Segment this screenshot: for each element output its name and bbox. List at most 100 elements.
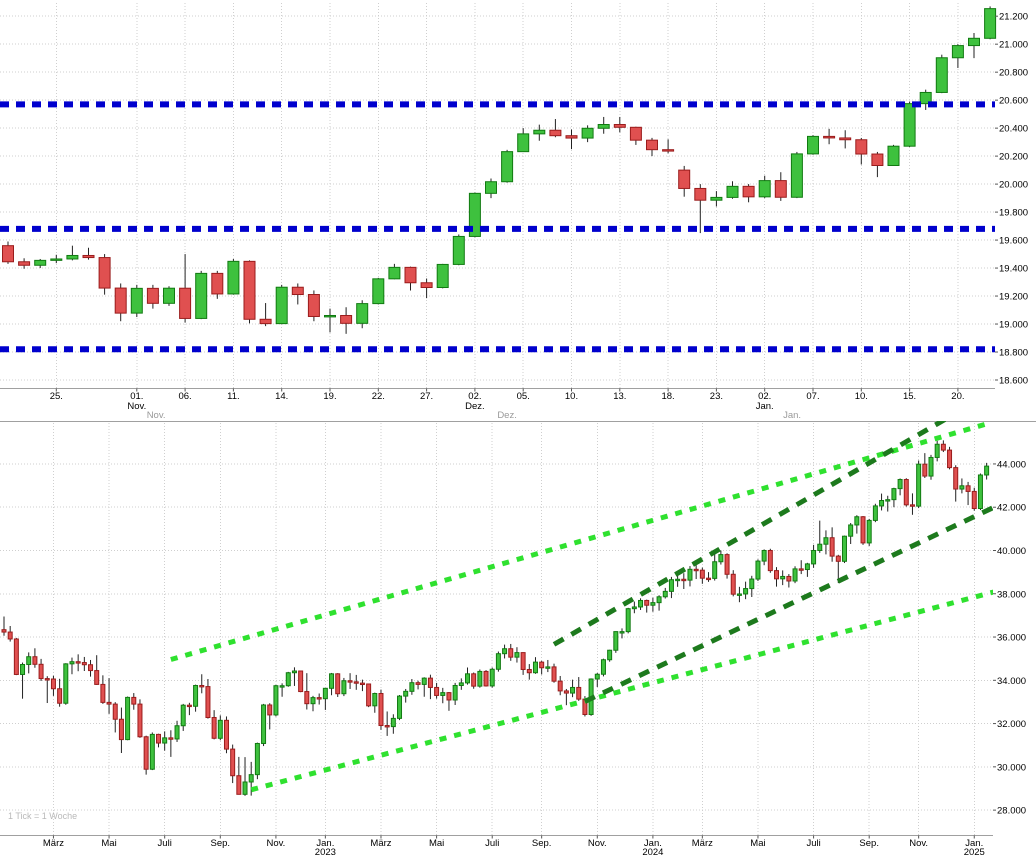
x-axis-label: 19. (323, 391, 336, 402)
candle (897, 478, 903, 496)
candle-body (397, 695, 403, 719)
daily-candlestick-chart[interactable]: 21.20021.00020.80020.60020.40020.20020.0… (0, 0, 1036, 421)
candle (242, 757, 248, 796)
x-axis-sublabel: Nov. (127, 401, 146, 412)
candle-body (965, 485, 971, 492)
x-axis-label: Nov. (266, 838, 285, 849)
candle-body (638, 599, 644, 608)
candle-body (2, 245, 14, 263)
x-axis-label: 13. (613, 391, 626, 402)
x-axis-sublabel: 2024 (642, 847, 663, 858)
candle (909, 493, 915, 515)
candle-body (594, 673, 600, 680)
candle-body (273, 685, 279, 716)
candle-body (631, 606, 637, 610)
candle (168, 730, 174, 757)
candle (304, 673, 310, 710)
grid-lines (0, 3, 995, 389)
candle-body (953, 467, 959, 490)
x-axis-label: 01. (130, 391, 143, 402)
candle-body (835, 555, 841, 562)
x-axis-label: 25. (50, 391, 63, 402)
candle (427, 674, 433, 700)
candle-body (347, 680, 353, 683)
x-axis-label: März (43, 838, 64, 849)
candle (310, 695, 316, 712)
candle-body (743, 588, 749, 595)
candle-body (193, 684, 199, 707)
candle (156, 733, 161, 748)
x-axis-label: Juli (485, 838, 499, 849)
candle (458, 678, 464, 690)
candle (761, 549, 767, 566)
y-axis-label: 34.000 (997, 676, 1026, 687)
y-axis-label: 38.000 (997, 589, 1026, 600)
candle (477, 669, 483, 688)
candle (625, 607, 631, 634)
candle (726, 181, 739, 199)
candle-body (57, 688, 63, 704)
candle-body (304, 691, 310, 705)
x-axis-label: 10. (855, 391, 868, 402)
y-axis-label: 19.000 (999, 320, 1028, 331)
y-axis-label: 20.800 (999, 68, 1028, 79)
candle-body (415, 682, 421, 685)
y-axis-label: 19.200 (999, 292, 1028, 303)
candle (607, 649, 613, 662)
candle (597, 116, 610, 134)
candle-body (699, 569, 705, 579)
candle (903, 101, 916, 148)
x-axis-sublabel: 2023 (315, 847, 336, 858)
candle (678, 165, 691, 197)
x-axis-label: Mai (429, 838, 444, 849)
x-axis-label: 14. (275, 391, 288, 402)
candle-body (63, 663, 69, 704)
x-axis-label: 22. (372, 391, 385, 402)
candle-body (839, 137, 852, 141)
candle (501, 149, 514, 183)
candle (143, 735, 149, 775)
candle-body (409, 682, 415, 692)
candle (227, 258, 240, 295)
candle-body (50, 678, 56, 690)
candle-body (468, 192, 481, 237)
candle (34, 258, 47, 269)
candle-body (549, 129, 562, 137)
candle (613, 631, 619, 653)
candle (947, 446, 953, 470)
candle (465, 667, 470, 685)
candle-body (88, 664, 94, 672)
candle-body (712, 561, 718, 579)
candle-body (526, 668, 532, 674)
candle (619, 628, 625, 639)
candle (817, 520, 823, 553)
candle (199, 674, 205, 694)
x-axis-label: Jan. (316, 838, 334, 849)
candle (934, 440, 940, 462)
candles (1, 440, 990, 796)
candle-body (162, 737, 168, 744)
candle-body (879, 500, 885, 507)
x-axis-label: 18. (661, 391, 674, 402)
candle-body (316, 697, 322, 700)
candle-body (259, 318, 272, 325)
candle (743, 581, 749, 600)
candle (650, 597, 656, 612)
y-axis-label: 20.000 (999, 180, 1028, 191)
candle (662, 139, 675, 154)
candle-body (335, 673, 341, 695)
candle (916, 460, 922, 509)
candle-body (388, 266, 401, 280)
candle (613, 116, 626, 133)
candle (88, 659, 94, 677)
candle (236, 756, 242, 795)
candle (307, 290, 320, 322)
weekly-candlestick-chart[interactable]: 44.000 42.000 40.000 38.000 36.000 34.000 32.0… (0, 421, 1036, 859)
candle (195, 270, 208, 320)
candle (495, 651, 501, 672)
candle (984, 462, 990, 480)
x-axis-label: 05. (517, 391, 530, 402)
candle-body (551, 666, 557, 682)
candle-body (404, 266, 417, 284)
